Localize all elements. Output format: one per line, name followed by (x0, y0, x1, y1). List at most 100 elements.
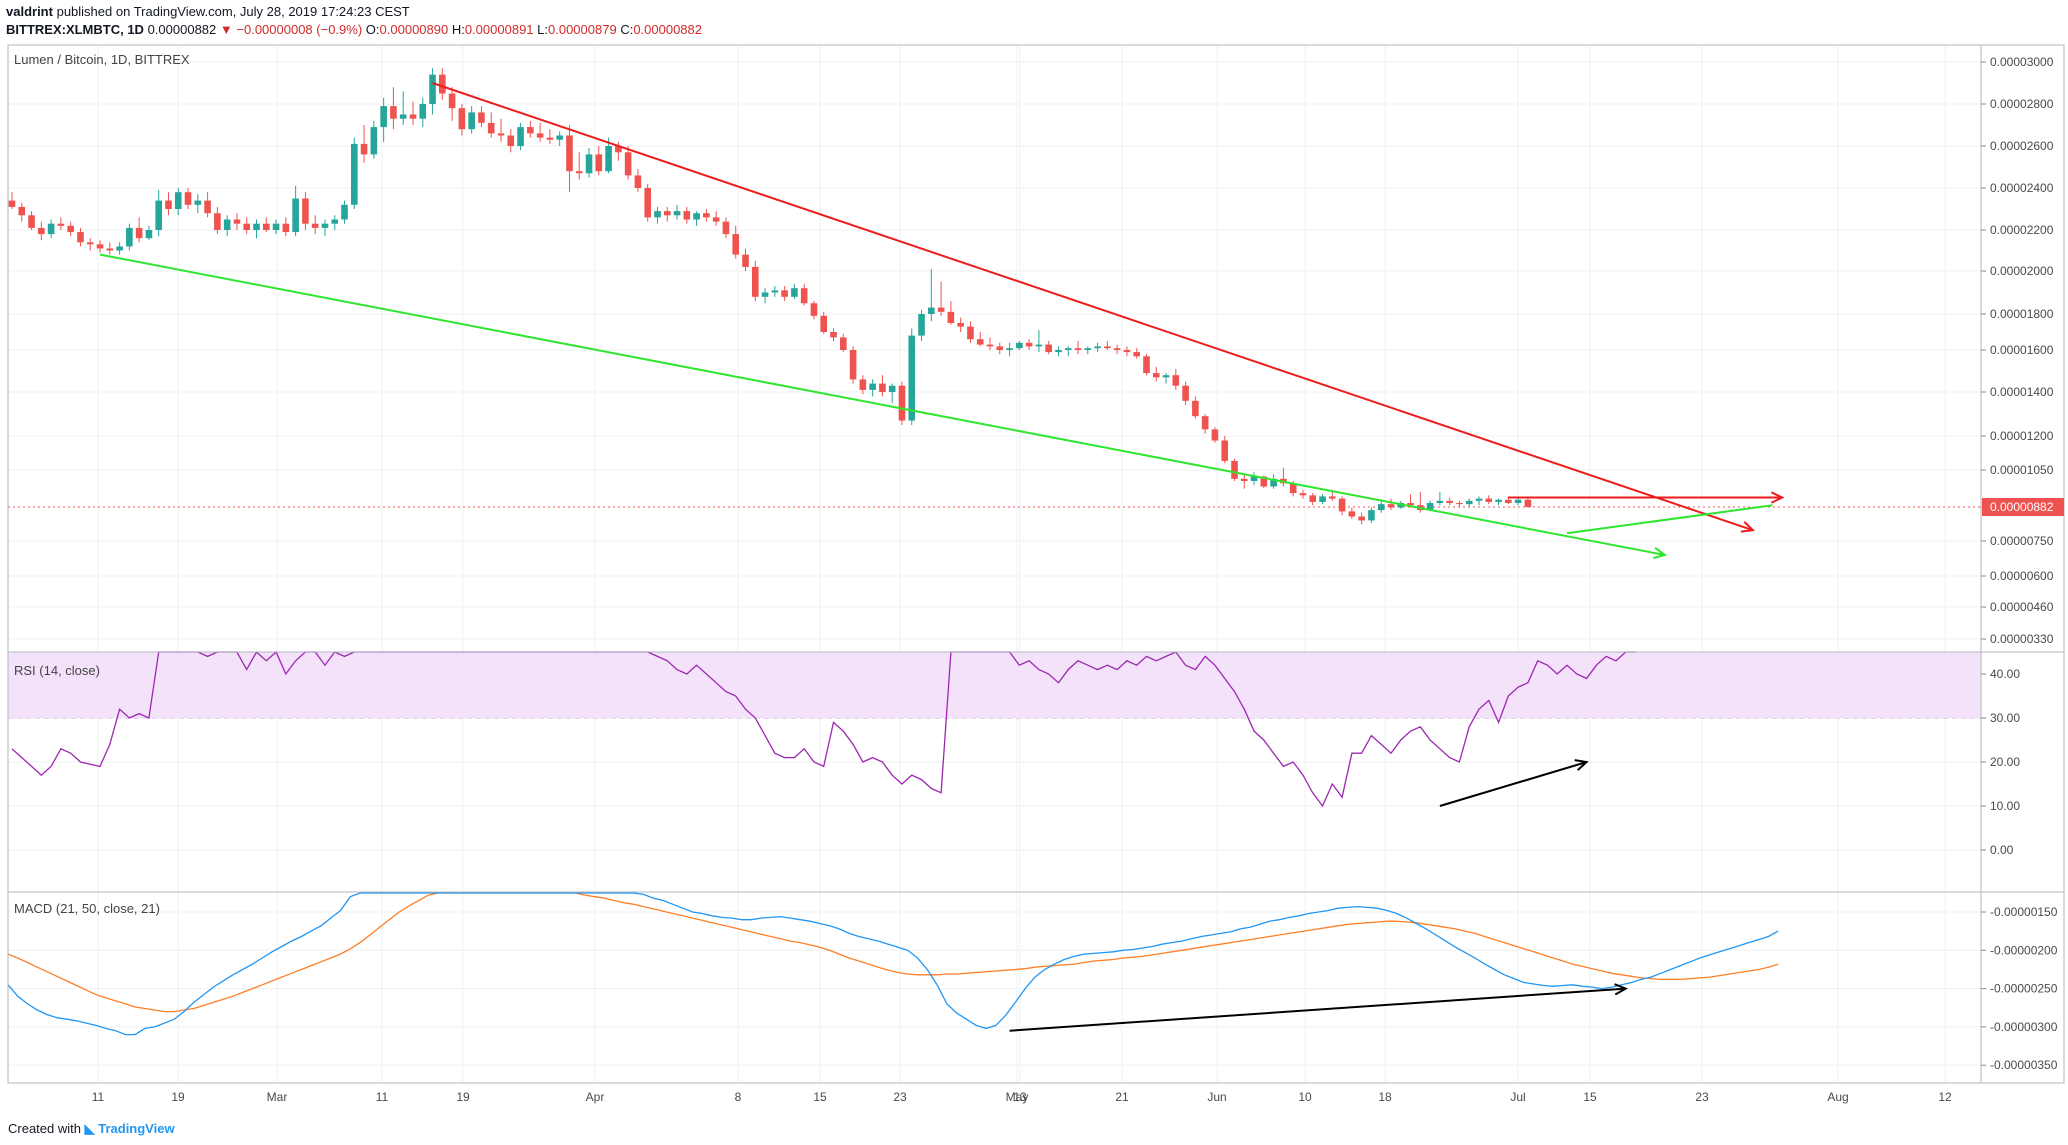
price-tick-label: 0.00002600 (1990, 139, 2054, 153)
candle-body (399, 114, 407, 119)
last-price-badge-label: 0.00000882 (1990, 500, 2054, 514)
candle-body (47, 223, 55, 235)
candle-body (1319, 496, 1326, 502)
candle-body (1016, 342, 1023, 349)
candle-body (1309, 495, 1317, 502)
candle-body (223, 219, 231, 230)
candle-body (1475, 498, 1483, 501)
candle-body (8, 200, 16, 207)
time-tick-label: 15 (813, 1090, 827, 1104)
time-tick-label: 15 (1583, 1090, 1597, 1104)
candle-body (341, 204, 348, 220)
candle-body (1436, 500, 1444, 504)
price-tick-label: 0.00001800 (1990, 307, 2054, 321)
candle-body (654, 211, 661, 218)
candle-body (1231, 460, 1238, 479)
candle-body (28, 215, 35, 228)
candle-body (1055, 350, 1062, 353)
candle-body (1377, 504, 1385, 511)
candle-body (1104, 346, 1111, 349)
candle-body (908, 335, 916, 421)
low-label: L: (537, 22, 548, 37)
low-value: 0.00000879 (548, 22, 617, 37)
candle-body (1084, 348, 1092, 350)
candle-body (1045, 344, 1052, 353)
candle-body (595, 154, 603, 172)
candle-body (986, 344, 994, 347)
candle-body (722, 221, 730, 235)
publish-info: published on TradingView.com, July 28, 2… (56, 4, 410, 19)
candle-body (184, 192, 192, 205)
candle-body (1201, 416, 1209, 430)
macd-tick-label: -0.00000350 (1990, 1058, 2058, 1072)
time-tick-label: 21 (1115, 1090, 1129, 1104)
candle-body (585, 154, 593, 174)
candle-body (1426, 503, 1434, 511)
candle-body (898, 385, 906, 421)
candle-body (742, 254, 749, 267)
candle-body (575, 171, 583, 174)
price-axis[interactable]: 0.00003000 0.00002800 0.00002600 0.00002400… (1981, 55, 2064, 1072)
rsi-line-group (11, 650, 1636, 808)
time-tick-label: 11 (376, 1090, 389, 1104)
candle-body (487, 122, 495, 134)
close-value: 0.00000882 (633, 22, 702, 37)
candle-body (1485, 498, 1493, 502)
range-top-line-head (1770, 491, 1785, 504)
candle-body (751, 266, 759, 297)
candle-body (1133, 352, 1140, 357)
candle-body (693, 213, 700, 220)
candle-body (1368, 510, 1375, 521)
author-name[interactable]: valdrint (6, 4, 53, 19)
candle-body (155, 200, 162, 230)
candle-body (556, 135, 563, 140)
candle-body (859, 379, 867, 390)
price-tick-label: 0.00002200 (1990, 223, 2054, 237)
price-tick-label: 0.00002800 (1990, 97, 2054, 111)
candle-body (96, 244, 104, 249)
open-value: 0.00000890 (379, 22, 449, 37)
price-tick-label: 0.00002400 (1990, 181, 2054, 195)
candle-body (126, 227, 133, 247)
publish-line: valdrint published on TradingView.com, J… (6, 4, 410, 19)
candle-body (507, 135, 515, 146)
candle-body (57, 223, 65, 226)
time-tick-label: 19 (171, 1090, 185, 1104)
candle-body (1456, 503, 1463, 505)
macd-pane-title: MACD (21, 50, close, 21) (14, 901, 160, 916)
candle-body (967, 326, 974, 340)
candle-body (566, 135, 573, 172)
candle-body (1348, 511, 1356, 517)
candle-body (712, 217, 720, 222)
candle-body (194, 200, 202, 205)
candle-body (869, 383, 876, 390)
time-tick-label: 19 (456, 1090, 470, 1104)
rsi-pane-title: RSI (14, close) (14, 663, 100, 678)
rsi-tick-label: 30.00 (1990, 711, 2020, 725)
last-price-badge (1982, 498, 2064, 516)
candle-body (439, 74, 446, 94)
candle-body (615, 146, 622, 153)
macd-lines-group (7, 892, 1779, 1036)
macd-line (7, 892, 1779, 1036)
time-tick-label: 18 (1378, 1090, 1392, 1104)
candle-body (644, 188, 651, 218)
candle-body (116, 246, 123, 251)
price-tick-label: 0.00000330 (1990, 632, 2054, 646)
macd-tick-label: -0.00000150 (1990, 905, 2058, 919)
candle-body (624, 152, 632, 176)
price-tick-label: 0.00001400 (1990, 385, 2054, 399)
candle-body (468, 112, 475, 130)
tradingview-brand[interactable]: TradingView (98, 1121, 175, 1136)
candle-body (18, 206, 26, 216)
candle-body (663, 211, 671, 216)
candle-body (732, 234, 740, 255)
main-pane-title: Lumen / Bitcoin, 1D, BITTREX (14, 52, 190, 67)
candle-body (1172, 375, 1180, 386)
candle-body (1006, 348, 1013, 350)
outer-frame (7, 44, 2065, 1084)
chart-canvas[interactable]: 0.00003000 0.00002800 0.00002600 0.00002400… (0, 0, 2068, 1118)
candle-body (321, 223, 329, 228)
candle-body (106, 248, 114, 251)
